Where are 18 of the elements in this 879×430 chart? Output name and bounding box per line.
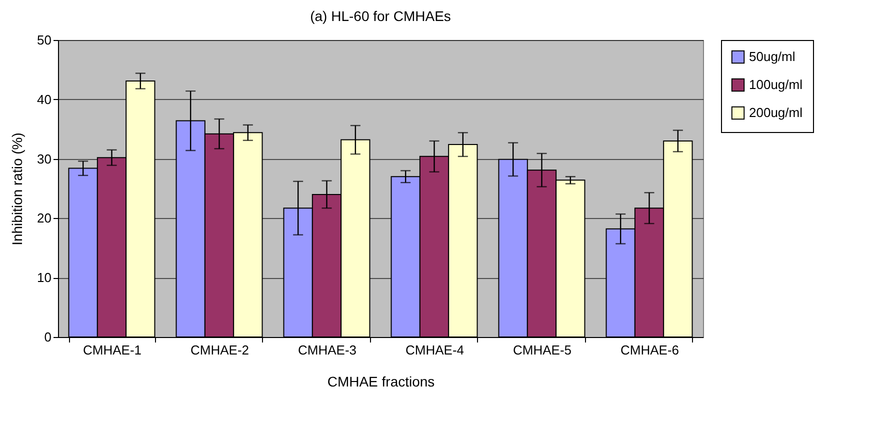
x-axis-title: CMHAE fractions	[327, 374, 435, 390]
x-tick-label: CMHAE-2	[190, 342, 250, 358]
legend-label: 100ug/ml	[749, 77, 803, 92]
y-tick-label: 10	[37, 270, 52, 286]
x-tick-label: CMHAE-3	[298, 342, 357, 358]
y-tick-label: 30	[37, 151, 52, 166]
y-axis-title: Inhibition ratio (%)	[9, 132, 26, 246]
legend-label: 200ug/ml	[749, 105, 803, 120]
x-tick-label: CMHAE-1	[82, 342, 142, 358]
y-tick-label: 20	[37, 210, 52, 226]
legend-label: 50ug/ml	[749, 49, 796, 64]
x-tick-label: CMHAE-4	[405, 342, 464, 358]
y-tick-label: 0	[44, 330, 52, 344]
x-tick-label: CMHAE-5	[512, 342, 572, 358]
y-tick-label: 40	[37, 92, 52, 107]
chart-title: (a) HL-60 for CMHAEs	[310, 8, 451, 24]
y-tick-label: 50	[37, 32, 52, 48]
x-tick-label: CMHAE-6	[620, 342, 680, 358]
